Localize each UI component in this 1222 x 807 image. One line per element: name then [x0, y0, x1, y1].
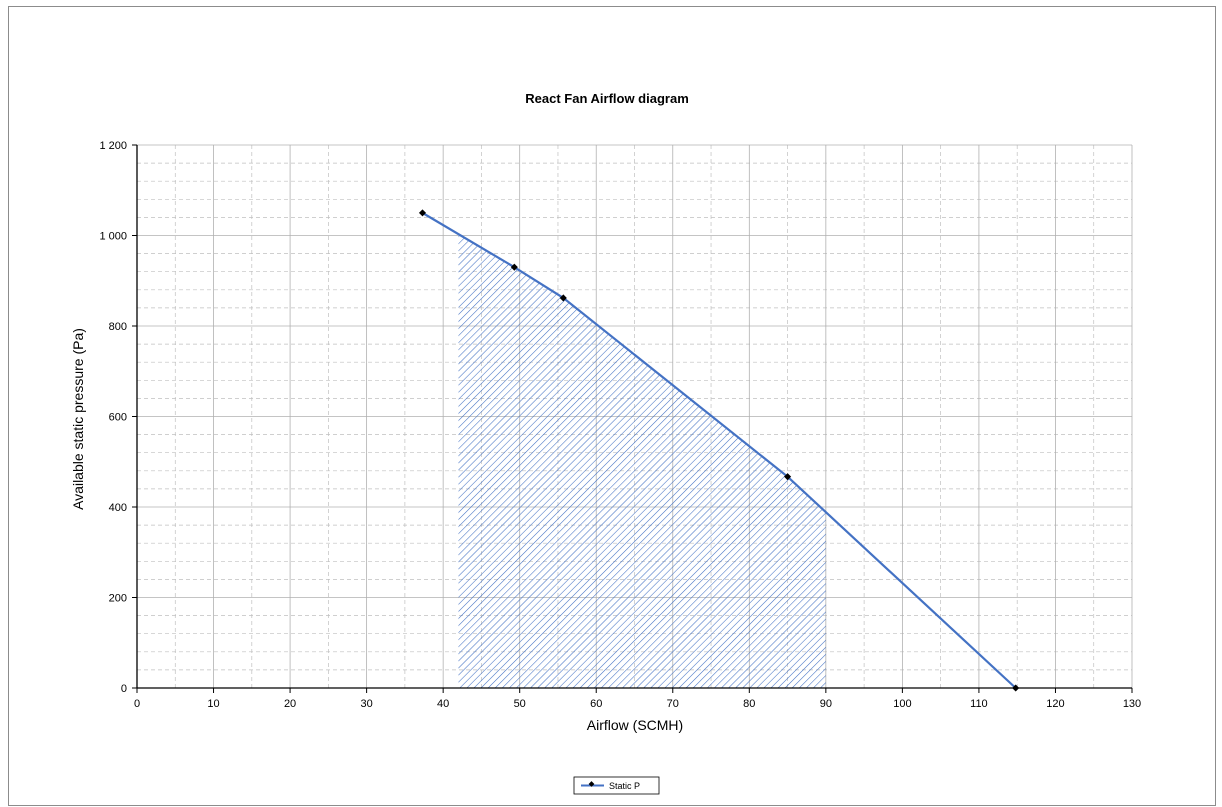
chart: React Fan Airflow diagram 0 10 20 30 40 50 60 7… [70, 91, 1141, 795]
axes: 0 10 20 30 40 50 60 70 80 90 100 110 120 130 0 200 400 60… [99, 140, 1141, 710]
y-tick-label: 600 [109, 412, 127, 424]
x-tick-label: 90 [820, 698, 832, 710]
x-tick-label: 20 [284, 698, 296, 710]
x-tick-label: 110 [970, 698, 988, 710]
y-tick-label: 800 [109, 321, 127, 333]
data-point [1012, 684, 1020, 692]
shaded-area [458, 234, 826, 688]
data-point [784, 473, 792, 481]
x-tick-label: 80 [743, 698, 755, 710]
y-tick-label: 1 000 [99, 231, 127, 243]
x-tick-label: 70 [667, 698, 679, 710]
y-tick-label: 0 [121, 683, 127, 695]
x-tick-label: 40 [437, 698, 449, 710]
y-axis-label: Available static pressure (Pa) [70, 328, 86, 510]
legend-label: Static P [609, 781, 640, 791]
data-point [418, 209, 427, 217]
x-tick-label: 130 [1123, 698, 1141, 710]
x-axis-label: Airflow (SCMH) [587, 717, 683, 733]
x-tick-label: 10 [207, 698, 219, 710]
y-tick-label: 400 [109, 502, 127, 514]
x-tick-label: 120 [1046, 698, 1064, 710]
y-tick-label: 200 [109, 593, 127, 605]
chart-title: React Fan Airflow diagram [525, 91, 689, 106]
shaded-region [458, 234, 826, 688]
x-tick-label: 100 [893, 698, 911, 710]
data-point [510, 263, 518, 271]
x-tick-label: 0 [134, 698, 140, 710]
chart-frame: React Fan Airflow diagram 0 10 20 30 40 50 60 7… [8, 6, 1216, 806]
series [418, 209, 1020, 692]
x-tick-label: 60 [590, 698, 602, 710]
legend: Static P [573, 776, 660, 795]
legend-marker [588, 781, 595, 787]
x-tick-label: 30 [360, 698, 372, 710]
data-point [559, 294, 567, 302]
x-tick-label: 50 [514, 698, 526, 710]
y-tick-label: 1 200 [99, 140, 127, 152]
